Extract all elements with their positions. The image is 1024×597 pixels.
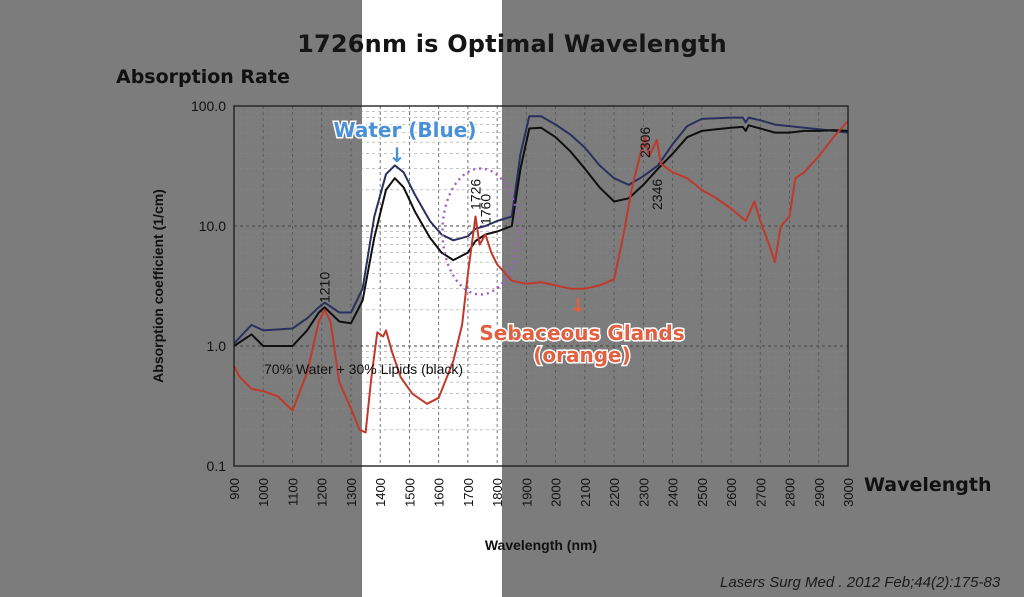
x-tick-label: 900 <box>227 478 242 500</box>
x-tick-label: 2600 <box>724 478 739 507</box>
peak-label-1760: 1760 <box>477 194 493 225</box>
sebaceous-sublabel: (orange) <box>533 343 631 367</box>
x-tick-label: 1100 <box>285 478 300 506</box>
peak-label-1210: 1210 <box>317 272 333 303</box>
x-tick-label: 2100 <box>578 478 593 507</box>
x-tick-label: 2700 <box>753 478 768 507</box>
absorption-rate-label: Absorption Rate <box>116 66 290 88</box>
sebaceous-series-line <box>233 120 849 434</box>
x-tick-label: 2400 <box>666 478 681 507</box>
water-arrow-icon: ↓ <box>389 143 406 167</box>
y-tick-label: 10.0 <box>199 218 226 234</box>
x-tick-label: 2000 <box>549 478 564 507</box>
chart-lines <box>233 115 849 434</box>
x-tick-label: 1500 <box>402 478 417 507</box>
chart-ticks: 900 1000 1100 1200 1300 1400 1500 1600 1700 1800 1… <box>191 98 856 507</box>
y-tick-label: 100.0 <box>191 98 226 114</box>
x-tick-label: 1900 <box>519 478 534 507</box>
x-tick-label: 1300 <box>344 478 359 507</box>
peak-label-2306: 2306 <box>637 127 653 158</box>
x-tick-label: 2800 <box>783 478 798 507</box>
y-tick-label: 0.1 <box>207 458 227 474</box>
citation: Lasers Surg Med . 2012 Feb;44(2):175-83 <box>720 574 1001 591</box>
x-tick-label: 1700 <box>461 478 476 507</box>
x-axis-label: Wavelength (nm) <box>485 537 597 553</box>
y-tick-label: 1.0 <box>207 338 227 354</box>
water-label: Water (Blue) <box>334 118 477 142</box>
x-tick-label: 1200 <box>315 478 330 507</box>
peak-label-1726: 1726 <box>468 179 484 210</box>
peak-label-2346: 2346 <box>649 179 665 210</box>
sebaceous-label: Sebaceous Glands <box>479 321 684 345</box>
plot-frame <box>233 105 849 467</box>
mixture-label: 70% Water + 30% Lipids (black) <box>264 361 463 377</box>
x-tick-label: 3000 <box>841 478 856 507</box>
water-series-line <box>233 115 849 345</box>
x-tick-label: 2500 <box>695 478 710 507</box>
x-tick-label: 1400 <box>373 478 388 507</box>
slide-title: 1726nm is Optimal Wavelength <box>297 30 727 58</box>
x-tick-label: 1600 <box>432 478 447 507</box>
sebaceous-arrow-icon: ↓ <box>570 293 587 317</box>
y-axis-label: Absorption coefficient (1/cm) <box>150 189 166 383</box>
mixture-series-line <box>233 124 849 347</box>
x-tick-label: 1000 <box>256 478 271 507</box>
highlight-circle <box>441 167 520 296</box>
x-tick-label: 2900 <box>812 478 827 507</box>
x-tick-label: 2300 <box>636 478 651 507</box>
x-tick-label: 1800 <box>490 478 505 507</box>
highlight-band <box>362 0 502 597</box>
x-tick-label: 2200 <box>607 478 622 507</box>
wavelength-label: Wavelength <box>864 474 992 496</box>
